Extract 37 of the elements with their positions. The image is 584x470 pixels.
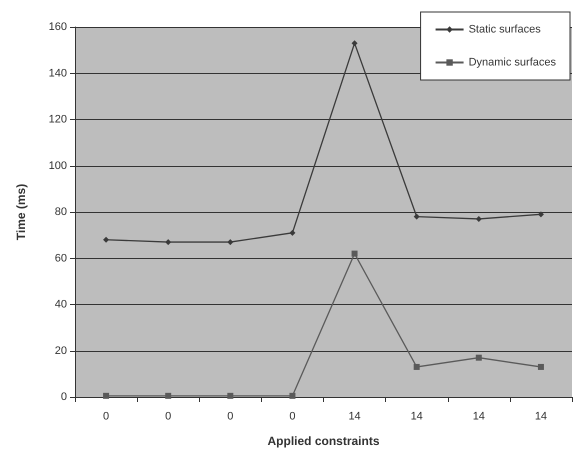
legend-label: Dynamic surfaces <box>468 56 556 68</box>
y-tick-label: 40 <box>54 298 67 310</box>
point <box>165 239 172 246</box>
point <box>538 211 544 218</box>
y-tick-label: 120 <box>48 114 67 126</box>
legend-label: Static surfaces <box>468 24 542 36</box>
point <box>476 216 482 222</box>
x-tick-label: 14 <box>410 410 423 422</box>
y-tick-label: 60 <box>54 252 67 264</box>
x-tick-label: 14 <box>534 410 548 422</box>
point <box>414 214 420 220</box>
point <box>227 392 234 399</box>
point <box>103 392 110 399</box>
point <box>103 236 110 243</box>
point <box>227 239 234 246</box>
y-tick-label: 20 <box>54 344 67 357</box>
point <box>538 364 544 370</box>
x-tick-label: 0 <box>289 410 296 422</box>
x-tick-label: 0 <box>103 410 110 422</box>
y-tick-label: 80 <box>54 206 67 218</box>
x-tick-label: 0 <box>227 410 234 422</box>
point <box>289 230 296 236</box>
point <box>352 250 358 257</box>
point <box>352 40 358 46</box>
point <box>165 392 172 399</box>
x-axis-title: Applied constraints <box>267 434 380 448</box>
point <box>414 364 420 370</box>
y-tick-label: 160 <box>48 21 67 33</box>
x-tick-label: 14 <box>348 410 361 422</box>
x-tick-label: 14 <box>472 410 485 422</box>
point <box>476 354 482 361</box>
point <box>289 392 296 399</box>
y-tick-label: 100 <box>48 160 67 172</box>
y-axis-title: Time (ms) <box>14 184 28 240</box>
x-tick-label: 0 <box>165 410 172 422</box>
y-tick-label: 0 <box>60 391 67 403</box>
y-tick-label: 140 <box>48 67 67 80</box>
